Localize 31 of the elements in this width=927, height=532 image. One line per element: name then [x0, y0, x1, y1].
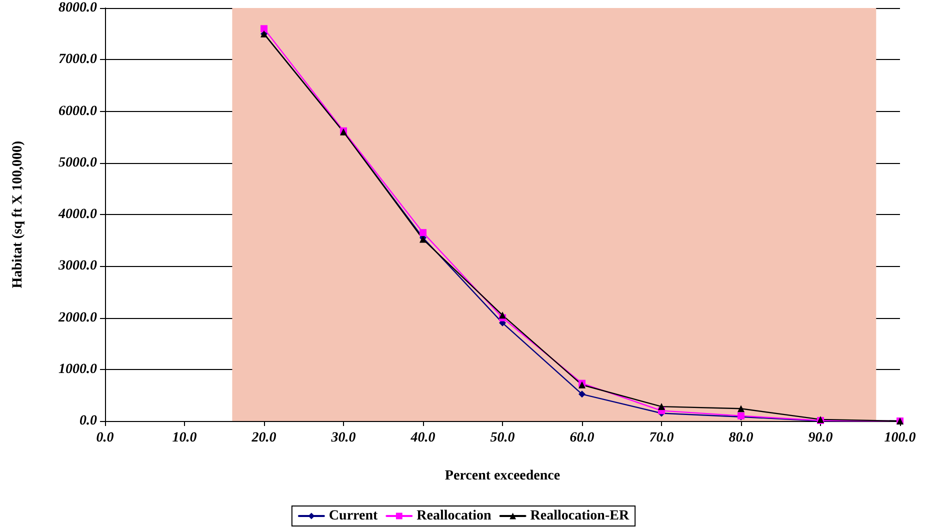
x-tick-label: 20.0	[250, 430, 276, 446]
x-axis-title: Percent exceedence	[444, 468, 560, 484]
x-tick-label: 80.0	[728, 430, 754, 446]
y-axis-title: Habitat (sq ft X 100,000)	[10, 140, 26, 288]
y-tick-label: 8000.0	[58, 0, 97, 16]
x-tick-label: 30.0	[330, 430, 356, 446]
point	[260, 25, 268, 32]
y-tick-label: 0.0	[80, 414, 97, 428]
x-tick-label: 0.0	[96, 430, 114, 446]
point	[578, 390, 586, 398]
legend-label: Current	[328, 508, 378, 524]
x-tick-label: 50.0	[490, 430, 515, 446]
x-tick-label: 70.0	[649, 430, 674, 446]
x-tick-label: 100.0	[884, 430, 916, 446]
x-tick-label: 60.0	[570, 430, 594, 446]
y-tick-label: 3000.0	[58, 258, 97, 274]
y-tick-label: 1000.0	[58, 362, 97, 377]
x-tick-label: 10.0	[172, 430, 197, 446]
y-tick-label: 7000.0	[58, 52, 97, 68]
legend-label: Reallocation	[416, 508, 492, 524]
point	[499, 312, 506, 319]
legend-label: Reallocation-ER	[530, 508, 630, 524]
x-tick-label: 90.0	[808, 430, 833, 446]
x-tick-label: 40.0	[410, 430, 436, 446]
y-tick-label: 6000.0	[58, 104, 97, 119]
y-tick-label: 5000.0	[58, 155, 97, 170]
point	[658, 403, 665, 410]
y-tick-label: 4000.0	[58, 207, 97, 222]
point	[738, 405, 744, 412]
point	[420, 229, 426, 236]
y-tick-label: 2000.0	[58, 310, 97, 326]
